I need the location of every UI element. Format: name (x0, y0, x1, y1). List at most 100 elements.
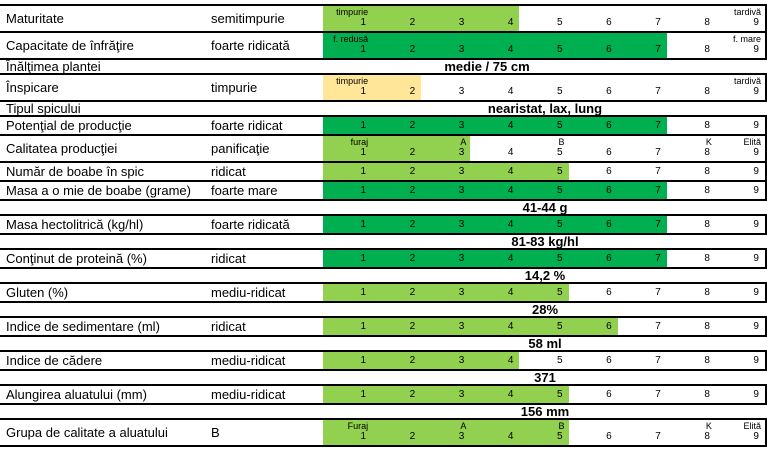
scale-number: 7 (655, 253, 661, 264)
scale-number: 3 (458, 17, 465, 28)
scale-numbers: 1 2 3 4 5 6 7 8 9 (323, 431, 765, 443)
scale-label: Elită (743, 137, 761, 147)
rating-bar (323, 117, 667, 134)
trait-row: Indice de sedimentare (ml) ridicat 1 2 3 4 5… (0, 318, 767, 337)
scale-number: 6 (606, 431, 612, 442)
scale-number: 8 (704, 166, 710, 177)
scale-number: 2 (409, 389, 416, 400)
scale-numbers: 1 2 3 4 5 6 7 8 9 (323, 147, 765, 159)
scale-number: 5 (556, 253, 563, 264)
scale-number: 1 (360, 166, 367, 177)
trait-row: Maturitate semitimpurie timpurie tardivă … (0, 6, 767, 33)
scale-number: 6 (606, 253, 612, 264)
scale-number: 9 (753, 185, 759, 196)
info-value: 81-83 kg/hl (511, 234, 579, 249)
rating-scale: 1 2 3 4 5 6 7 8 9 (323, 182, 765, 199)
info-row: Tipul spicului nearistat, lax, lung (0, 101, 767, 117)
scale-number: 9 (753, 253, 759, 264)
info-row: 28% (0, 302, 767, 318)
value-column-spacer (207, 269, 323, 282)
scale-number: 1 (360, 287, 367, 298)
empty-row (0, 447, 767, 456)
trait-value: foarte ridicată (211, 217, 290, 232)
trait-table: Maturitate semitimpurie timpurie tardivă … (0, 4, 767, 456)
scale-number: 7 (655, 389, 661, 400)
info-value: nearistat, lax, lung (487, 101, 603, 116)
info-value: 58 ml (528, 336, 562, 351)
info-row: 81-83 kg/hl (0, 234, 767, 250)
scale-number: 6 (606, 44, 612, 55)
scale-number: 2 (409, 287, 416, 298)
rating-bar (323, 6, 520, 31)
scale-label: timpurie (336, 76, 369, 86)
scale-numbers: 1 2 3 4 5 6 7 8 9 (323, 86, 765, 98)
trait-value: ridicat (211, 164, 246, 179)
scale-number: 3 (458, 389, 465, 400)
info-value: medie / 75 cm (444, 59, 530, 74)
trait-name: Alungirea aluatului (mm) (6, 387, 147, 402)
rating-scale: Furaj A B K Elită 1 2 3 4 5 6 7 8 9 (323, 420, 765, 445)
scale-number: 8 (704, 219, 710, 230)
scale-number: 2 (409, 253, 416, 264)
rating-bar (323, 284, 569, 301)
scale-number: 1 (360, 219, 367, 230)
scale-number: 9 (753, 389, 759, 400)
trait-name: Indice de sedimentare (ml) (6, 319, 160, 334)
trait-name: Conţinut de proteină (%) (6, 251, 147, 266)
scale-number: 1 (360, 431, 367, 442)
scale-number: 9 (753, 120, 759, 131)
trait-value: mediu-ridicat (211, 387, 286, 402)
rating-scale: 1 2 3 4 5 6 7 8 9 (323, 352, 765, 369)
scale-number: 3 (458, 166, 465, 177)
scale-labels: furaj A B K Elită (323, 136, 765, 147)
rating-bar (323, 318, 618, 335)
scale-number: 4 (507, 120, 514, 131)
scale-number: 4 (507, 86, 514, 97)
scale-label: furaj (350, 137, 369, 147)
scale-number: 5 (556, 86, 563, 97)
rating-bar (323, 163, 569, 180)
scale-number: 1 (360, 17, 367, 28)
scale-number: 7 (655, 166, 661, 177)
scale-number: 8 (704, 287, 710, 298)
scale-number: 2 (409, 86, 416, 97)
trait-name (0, 371, 207, 384)
info-row: 58 ml (0, 336, 767, 352)
scale-labels: timpurie tardivă (323, 6, 765, 17)
trait-value: panificaţie (211, 141, 270, 156)
scale-label: tardivă (733, 7, 761, 17)
scale-number: 7 (655, 44, 661, 55)
info-value: 371 (534, 370, 556, 385)
scale-number: 1 (360, 44, 367, 55)
scale-number: 7 (655, 219, 661, 230)
trait-name (0, 303, 207, 316)
info-value: 14,2 % (524, 268, 566, 283)
rating-bar (323, 216, 667, 233)
scale-number: 1 (360, 389, 367, 400)
rating-scale: 1 2 3 4 5 6 7 8 9 (323, 284, 765, 301)
scale-number: 9 (753, 86, 759, 97)
scale-number: 7 (655, 120, 661, 131)
trait-value: foarte mare (211, 183, 278, 198)
scale-number: 3 (458, 355, 465, 366)
trait-name (0, 405, 207, 418)
trait-row: Grupa de calitate a aluatului B Furaj A B K… (0, 420, 767, 447)
trait-name: Potenţial de producţie (6, 118, 132, 133)
scale-numbers: 1 2 3 4 5 6 7 8 9 (323, 355, 765, 367)
trait-name: Gluten (%) (6, 285, 69, 300)
scale-number: 6 (606, 120, 612, 131)
scale-number: 3 (458, 287, 465, 298)
trait-row: Potenţial de producţie foarte ridicat 1 2… (0, 117, 767, 136)
scale-number: 4 (507, 321, 514, 332)
scale-number: 3 (458, 431, 465, 442)
scale-number: 8 (704, 44, 710, 55)
trait-row: Înspicare timpurie timpurie tardivă 1 2 3 4 5… (0, 75, 767, 102)
rating-scale: 1 2 3 4 5 6 7 8 9 (323, 216, 765, 233)
scale-number: 7 (655, 147, 661, 158)
scale-number: 1 (360, 355, 367, 366)
rating-bar (323, 352, 520, 369)
scale-number: 2 (409, 355, 416, 366)
scale-number: 4 (507, 287, 514, 298)
scale-numbers: 1 2 3 4 5 6 7 8 9 (323, 44, 765, 56)
rating-bar (323, 182, 667, 199)
